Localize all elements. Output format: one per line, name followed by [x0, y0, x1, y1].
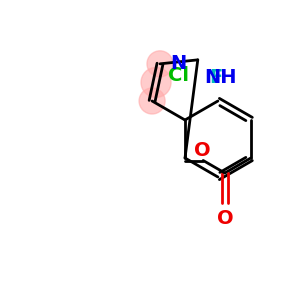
Circle shape [141, 68, 171, 98]
Circle shape [139, 88, 165, 114]
Text: NH: NH [204, 68, 236, 87]
Text: O: O [217, 209, 233, 228]
Circle shape [147, 51, 173, 77]
Text: O: O [194, 140, 211, 160]
Text: N: N [170, 54, 186, 73]
Text: Cl: Cl [168, 66, 189, 85]
Text: F: F [209, 68, 223, 87]
